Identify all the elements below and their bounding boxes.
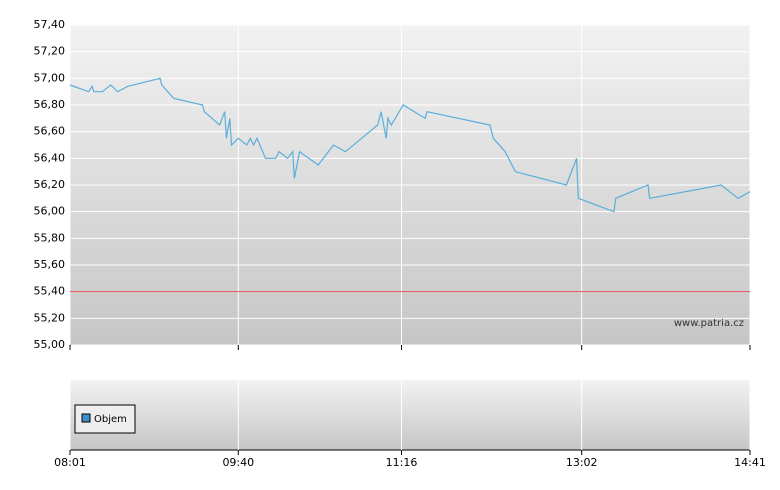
y-tick-label: 55,00 xyxy=(34,338,66,351)
x-tick-label: 11:16 xyxy=(386,456,418,469)
legend-label: Objem xyxy=(94,414,127,425)
y-tick-label: 55,40 xyxy=(34,285,66,298)
y-tick-label: 57,00 xyxy=(34,71,66,84)
x-tick-label: 08:01 xyxy=(54,456,86,469)
y-tick-label: 55,80 xyxy=(34,231,66,244)
y-tick-label: 56,60 xyxy=(34,125,66,138)
y-tick-label: 55,60 xyxy=(34,258,66,271)
watermark: www.patria.cz xyxy=(674,318,744,329)
y-tick-label: 56,00 xyxy=(34,205,66,218)
y-tick-label: 57,40 xyxy=(34,18,66,31)
y-tick-label: 56,80 xyxy=(34,98,66,111)
legend-box xyxy=(74,404,136,434)
x-tick-label: 13:02 xyxy=(566,456,598,469)
price-line xyxy=(69,77,751,213)
y-tick-label: 56,20 xyxy=(34,178,66,191)
x-tick-label: 09:40 xyxy=(222,456,254,469)
y-tick-label: 55,20 xyxy=(34,311,66,324)
volume-panel xyxy=(70,380,750,450)
legend-swatch xyxy=(81,413,91,423)
y-tick-label: 56,40 xyxy=(34,151,66,164)
y-tick-label: 57,20 xyxy=(34,45,66,58)
x-tick-label: 14:41 xyxy=(734,456,766,469)
